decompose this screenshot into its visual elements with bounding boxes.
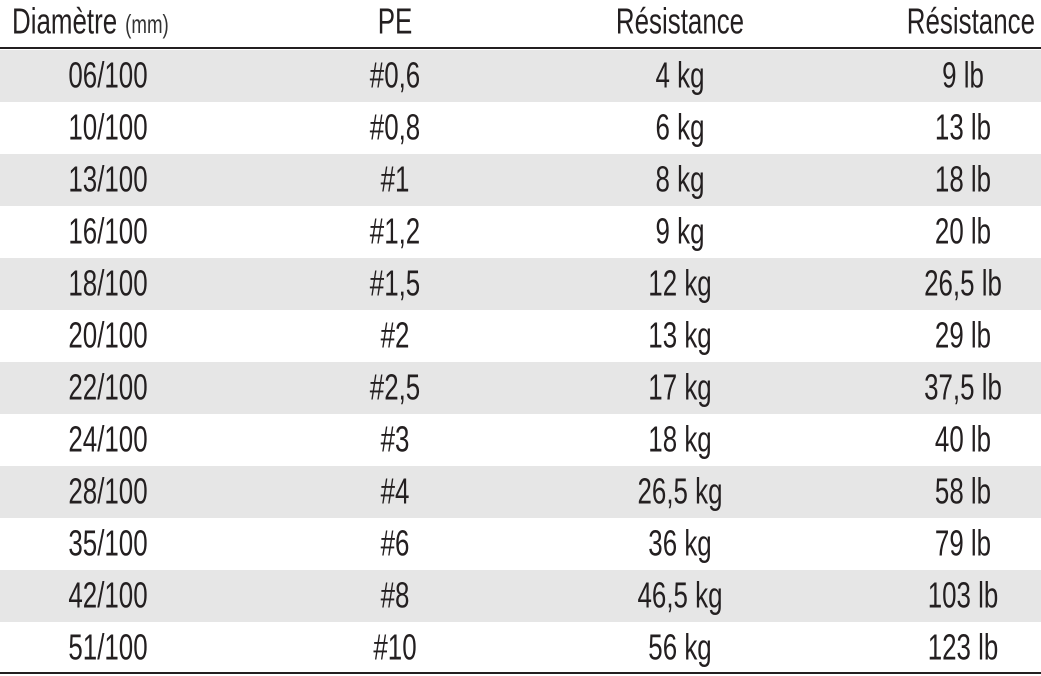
row-stripe <box>0 154 1041 206</box>
cell: 10/100 <box>68 107 147 147</box>
cell: 6 kg <box>656 107 705 147</box>
cell: 9 kg <box>656 211 705 251</box>
cell: #1 <box>381 159 410 199</box>
cell: 22/100 <box>68 367 147 407</box>
header-cell: Résistance <box>907 1 1035 41</box>
cell: 123 lb <box>928 627 999 667</box>
cell: #2,5 <box>370 367 420 407</box>
cell: 16/100 <box>68 211 147 251</box>
cell: #3 <box>381 419 410 459</box>
header-cell: PE <box>378 1 413 41</box>
cell: 56 kg <box>648 627 711 667</box>
header-unit: (mm) <box>125 9 169 39</box>
cell: #6 <box>381 523 410 563</box>
cell: 17 kg <box>648 367 711 407</box>
cell: 103 lb <box>928 575 999 615</box>
cell: #4 <box>381 471 410 511</box>
header-cell: Résistance <box>616 1 744 41</box>
cell: 37,5 lb <box>924 367 1002 407</box>
cell: 18 kg <box>648 419 711 459</box>
row-stripe <box>0 570 1041 622</box>
cell: 12 kg <box>648 263 711 303</box>
cell: 24/100 <box>68 419 147 459</box>
cell: 58 lb <box>935 471 991 511</box>
cell: 29 lb <box>935 315 991 355</box>
cell: #1,2 <box>370 211 420 251</box>
row-stripe <box>0 466 1041 518</box>
cell: 20/100 <box>68 315 147 355</box>
cell: 18/100 <box>68 263 147 303</box>
cell: 51/100 <box>68 627 147 667</box>
cell: 26,5 lb <box>924 263 1002 303</box>
cell: 36 kg <box>648 523 711 563</box>
row-stripe <box>0 362 1041 414</box>
cell: 28/100 <box>68 471 147 511</box>
cell: 26,5 kg <box>637 471 722 511</box>
cell: 9 lb <box>942 55 984 95</box>
cell: #8 <box>381 575 410 615</box>
cell: 13 lb <box>935 107 991 147</box>
cell: #0,6 <box>370 55 420 95</box>
cell: 20 lb <box>935 211 991 251</box>
row-stripe <box>0 50 1041 102</box>
cell: 35/100 <box>68 523 147 563</box>
cell: #1,5 <box>370 263 420 303</box>
cell: 8 kg <box>656 159 705 199</box>
cell: #0,8 <box>370 107 420 147</box>
cell: #10 <box>373 627 416 667</box>
header-cell: Diamètre <box>12 1 117 41</box>
cell: 13/100 <box>68 159 147 199</box>
row-stripe <box>0 258 1041 310</box>
cell: 40 lb <box>935 419 991 459</box>
cell: 79 lb <box>935 523 991 563</box>
cell: 4 kg <box>656 55 705 95</box>
cell: 13 kg <box>648 315 711 355</box>
cell: 42/100 <box>68 575 147 615</box>
cell: 06/100 <box>68 55 147 95</box>
cell: #2 <box>381 315 410 355</box>
cell: 46,5 kg <box>637 575 722 615</box>
cell: 18 lb <box>935 159 991 199</box>
